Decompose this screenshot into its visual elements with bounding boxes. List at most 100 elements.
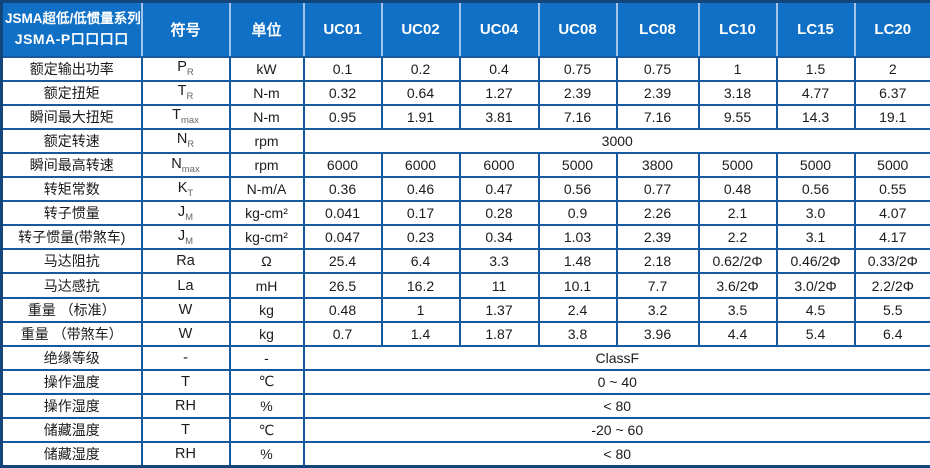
symbol-cell: La — [140, 272, 231, 299]
value-cell: 10.1 — [537, 272, 618, 299]
unit-cell: - — [228, 344, 305, 371]
symbol-cell: - — [140, 344, 231, 371]
symbol-cell: PR — [140, 55, 231, 82]
table-row: 操作湿度 RH% < 80 — [0, 393, 930, 420]
value-cell: 14.3 — [775, 103, 856, 130]
value-cell: 0.28 — [458, 200, 540, 227]
value-cell: 5.5 — [853, 296, 930, 323]
col-header-lc10: LC10 — [697, 1, 778, 58]
symbol-cell: T — [140, 368, 231, 396]
value-cell: 0.1 — [302, 55, 383, 82]
value-cell: 0.56 — [537, 176, 618, 203]
value-cell: 0.77 — [615, 176, 700, 203]
symbol-cell: TR — [140, 79, 231, 106]
value-cell: 0.64 — [380, 79, 461, 106]
unit-cell: ℃ — [228, 417, 305, 444]
value-cell: 0.4 — [458, 55, 540, 82]
value-cell: 3.5 — [697, 296, 778, 323]
row-label: 储藏温度 — [0, 417, 143, 444]
value-cell: 0.34 — [458, 224, 540, 251]
value-cell: 4.07 — [853, 200, 930, 227]
unit-cell: Ω — [228, 248, 305, 275]
unit-cell: N-m — [228, 79, 305, 106]
value-cell: 0.75 — [615, 55, 700, 82]
table-row: 转矩常数 KT N-m/A 0.36 0.46 0.47 0.56 0.77 0.48 0.56 0… — [0, 176, 930, 203]
value-cell: 2.2 — [697, 224, 778, 251]
unit-cell: kg — [228, 320, 305, 347]
value-cell: 2.1 — [697, 200, 778, 227]
col-header-lc20: LC20 — [853, 1, 930, 58]
value-cell: 3800 — [615, 151, 700, 179]
header-row: JSMA超低/低惯量系列 JSMA-P口口口口 符号 单位 UC01 UC02 … — [0, 1, 930, 58]
table-row: 额定扭矩 TR N-m 0.32 0.64 1.27 2.39 2.39 3.18 4.77 6.3… — [0, 79, 930, 106]
value-cell: 3.96 — [615, 320, 700, 347]
row-label: 操作湿度 — [0, 393, 143, 420]
spec-table-body: 额定输出功率 PR kW 0.1 0.2 0.4 0.75 0.75 1 1.5 2 额定扭矩 TR N-… — [0, 55, 930, 468]
unit-cell: kW — [228, 55, 305, 82]
value-cell: 1.27 — [458, 79, 540, 106]
row-label: 绝缘等级 — [0, 344, 143, 371]
value-cell: 0.56 — [775, 176, 856, 203]
value-cell: 6000 — [302, 151, 383, 179]
value-cell: 0.48 — [302, 296, 383, 323]
value-cell: 16.2 — [380, 272, 461, 299]
table-title: JSMA超低/低惯量系列 JSMA-P口口口口 — [0, 1, 143, 58]
value-cell: 2 — [853, 55, 930, 82]
value-cell: 0.46 — [380, 176, 461, 203]
spec-table-header: JSMA超低/低惯量系列 JSMA-P口口口口 符号 单位 UC01 UC02 … — [0, 1, 930, 58]
value-cell: 5.4 — [775, 320, 856, 347]
value-cell: 0.75 — [537, 55, 618, 82]
merged-value-cell: < 80 — [302, 441, 930, 468]
value-cell: 0.2 — [380, 55, 461, 82]
value-cell: 3.81 — [458, 103, 540, 130]
unit-cell: % — [228, 441, 305, 468]
value-cell: 11 — [458, 272, 540, 299]
col-header-uc01: UC01 — [302, 1, 383, 58]
table-row: 额定转速 NR rpm 3000 — [0, 127, 930, 154]
value-cell: 0.9 — [537, 200, 618, 227]
unit-cell: kg — [228, 296, 305, 323]
value-cell: 2.39 — [537, 79, 618, 106]
value-cell: 6000 — [380, 151, 461, 179]
symbol-cell: KT — [140, 176, 231, 203]
value-cell: 0.62/2Φ — [697, 248, 778, 275]
value-cell: 0.55 — [853, 176, 930, 203]
symbol-cell: W — [140, 296, 231, 323]
value-cell: 19.1 — [853, 103, 930, 130]
row-label: 重量 （带煞车） — [0, 320, 143, 347]
value-cell: 1.5 — [775, 55, 856, 82]
col-header-uc08: UC08 — [537, 1, 618, 58]
value-cell: 7.16 — [615, 103, 700, 130]
value-cell: 25.4 — [302, 248, 383, 275]
value-cell: 1.91 — [380, 103, 461, 130]
unit-cell: % — [228, 393, 305, 420]
value-cell: 5000 — [537, 151, 618, 179]
table-row: 马达感抗 La mH 26.5 16.2 11 10.1 7.7 3.6/2Φ 3.0/2Φ 2.2… — [0, 272, 930, 299]
unit-cell: rpm — [228, 127, 305, 154]
value-cell: 1.4 — [380, 320, 461, 347]
row-label: 转子惯量 — [0, 200, 143, 227]
value-cell: 26.5 — [302, 272, 383, 299]
value-cell: 2.26 — [615, 200, 700, 227]
table-row: 马达阻抗 Ra Ω 25.4 6.4 3.3 1.48 2.18 0.62/2Φ 0.46/2Φ 0… — [0, 248, 930, 275]
value-cell: 4.4 — [697, 320, 778, 347]
symbol-cell: JM — [140, 224, 231, 251]
unit-cell: N-m — [228, 103, 305, 130]
table-title-line1: JSMA超低/低惯量系列 — [5, 11, 141, 27]
table-row: 操作温度 T ℃ 0 ~ 40 — [0, 368, 930, 396]
value-cell: 2.39 — [615, 79, 700, 106]
symbol-cell: JM — [140, 200, 231, 227]
table-row: 储藏湿度 RH% < 80 — [0, 441, 930, 468]
row-label: 额定输出功率 — [0, 55, 143, 82]
merged-value-cell: 3000 — [302, 127, 930, 154]
value-cell: 0.23 — [380, 224, 461, 251]
value-cell: 4.17 — [853, 224, 930, 251]
value-cell: 5000 — [775, 151, 856, 179]
merged-value-cell: ClassF — [302, 344, 930, 371]
symbol-cell: RH — [140, 393, 231, 420]
merged-value-cell: < 80 — [302, 393, 930, 420]
value-cell: 0.46/2Φ — [775, 248, 856, 275]
